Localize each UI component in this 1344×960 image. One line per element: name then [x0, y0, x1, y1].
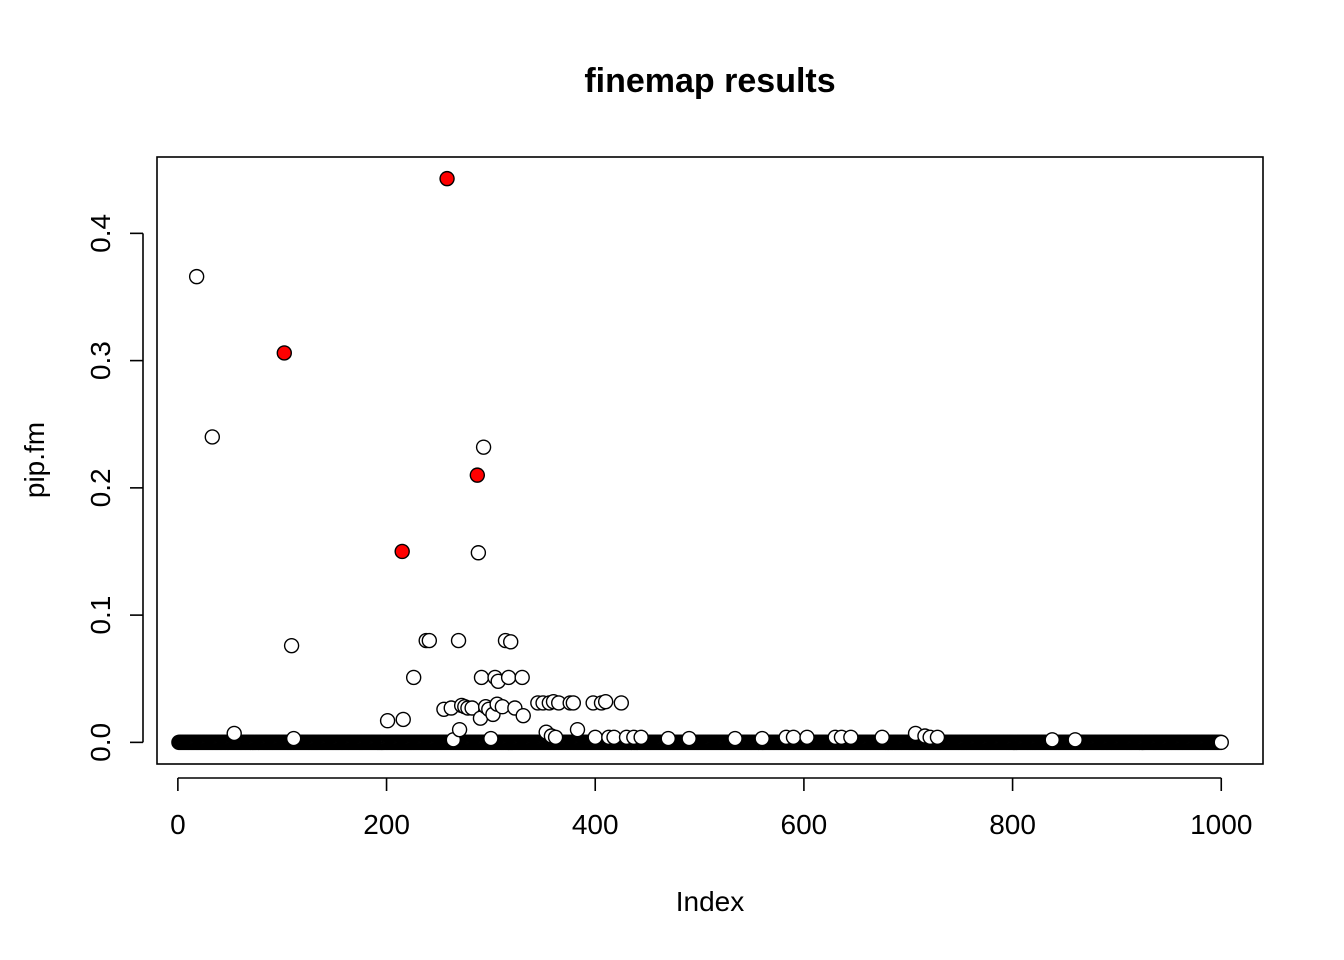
data-point — [283, 637, 300, 654]
highlighted-data-point — [439, 170, 455, 187]
data-point — [450, 632, 467, 649]
data-point — [475, 439, 492, 455]
data-point — [483, 730, 499, 747]
highlighted-data-point — [276, 345, 292, 361]
data-point — [379, 713, 396, 729]
data-point — [500, 669, 517, 686]
y-axis: 0.0 0.1 0.2 0.3 0.4 — [85, 214, 144, 762]
y-tick-label: 0.1 — [85, 596, 116, 635]
data-point — [597, 693, 614, 710]
data-point — [929, 729, 946, 745]
x-tick-label: 400 — [572, 809, 619, 840]
data-point — [587, 729, 603, 745]
x-tick-label: 200 — [363, 809, 410, 840]
data-point — [285, 730, 302, 747]
data-point — [565, 695, 582, 711]
data-point — [660, 730, 676, 747]
data-point — [451, 721, 468, 738]
data-point — [514, 669, 530, 686]
x-tick-label: 0 — [170, 809, 186, 840]
data-point — [503, 634, 519, 650]
data-point — [874, 729, 890, 745]
data-point — [473, 669, 490, 686]
chart-title: finemap results — [584, 62, 835, 100]
data-point — [494, 699, 511, 715]
data-point — [395, 711, 411, 728]
data-point — [421, 632, 438, 649]
data-point — [405, 669, 422, 686]
data-point — [515, 707, 531, 724]
x-tick-label: 800 — [989, 809, 1036, 840]
x-axis-label: Index — [676, 886, 745, 917]
data-point — [681, 730, 697, 747]
plot-area-frame — [156, 156, 1264, 765]
data-point — [754, 730, 770, 747]
data-point — [785, 729, 802, 745]
data-point — [547, 729, 564, 745]
y-axis-label: pip.fm — [19, 422, 50, 498]
data-point — [843, 729, 859, 745]
x-tick-label: 1000 — [1190, 809, 1252, 840]
data-point — [1213, 734, 1229, 751]
data-point — [188, 268, 205, 285]
data-point — [470, 545, 487, 561]
data-points — [171, 170, 1229, 751]
data-point — [1044, 732, 1060, 748]
data-point — [1067, 732, 1083, 748]
highlighted-data-point — [394, 543, 410, 560]
x-axis: 0 200 400 600 800 1000 — [170, 777, 1252, 840]
data-point — [727, 730, 743, 747]
data-point — [799, 729, 815, 745]
data-point — [204, 429, 221, 445]
y-tick-label: 0.4 — [85, 214, 116, 253]
data-point — [633, 729, 649, 745]
y-tick-label: 0.2 — [85, 468, 116, 507]
data-point — [613, 695, 630, 711]
y-tick-label: 0.3 — [85, 341, 116, 380]
x-tick-label: 600 — [781, 809, 828, 840]
data-point — [569, 721, 586, 738]
highlighted-data-point — [469, 467, 486, 483]
y-tick-label: 0.0 — [85, 723, 116, 762]
data-point — [226, 725, 242, 742]
